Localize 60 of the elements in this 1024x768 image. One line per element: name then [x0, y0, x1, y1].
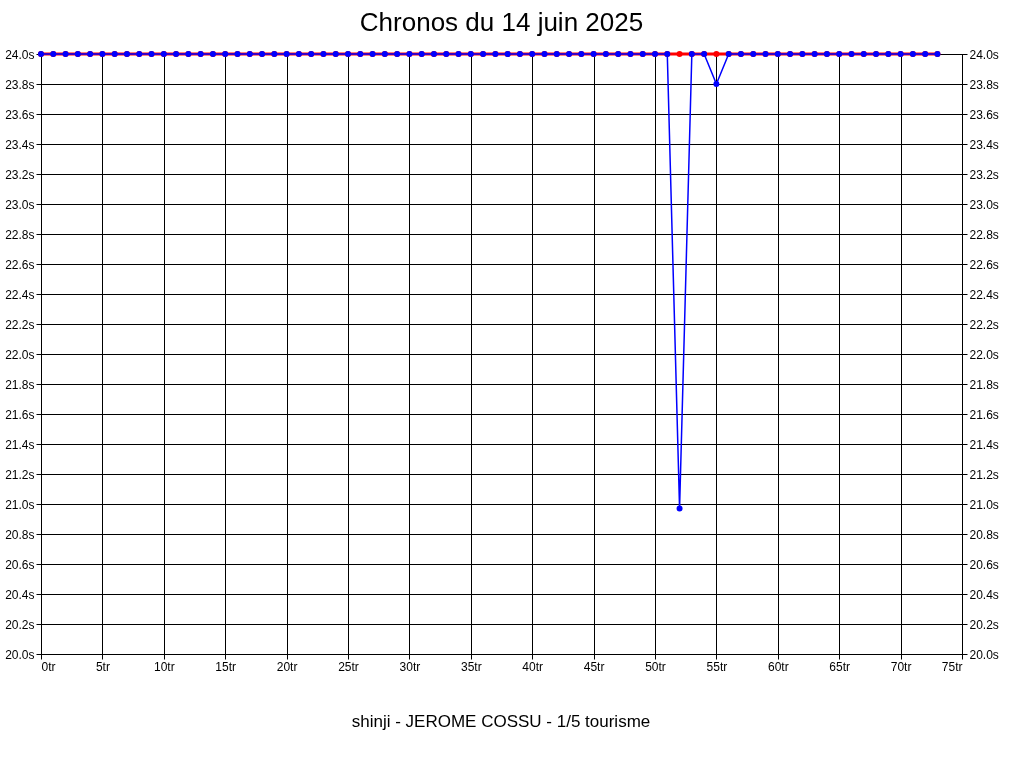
y-tick-label: 21.0s — [5, 497, 35, 512]
y-tick-label: 21.4s — [5, 437, 35, 452]
y2-tick-label: 22.2s — [969, 317, 999, 332]
y-tick-label: 22.2s — [5, 317, 35, 332]
y2-tick-label: 24.0s — [969, 47, 999, 62]
y-tick-label: 20.6s — [5, 557, 35, 572]
y2-tick-label: 21.4s — [969, 437, 999, 452]
y2-tick-label: 22.6s — [969, 257, 999, 272]
y2-tick-label: 22.4s — [969, 287, 999, 302]
x-tick-label: 35tr — [460, 659, 482, 674]
x-tick-label: 20tr — [276, 659, 298, 674]
text: shinji - JEROME COSSU - 1/5 tourisme — [351, 712, 651, 731]
x-tick-label: 70tr — [890, 659, 912, 674]
y2-tick-label: 23.4s — [969, 137, 999, 152]
y2-tick-label: 20.4s — [969, 587, 999, 602]
y2-tick-label: 23.6s — [969, 107, 999, 122]
y-tick-label: 24.0s — [5, 47, 35, 62]
y2-tick-label: 22.8s — [969, 227, 999, 242]
y-tick-label: 21.2s — [5, 467, 35, 482]
x-tick-label: 5tr — [95, 659, 110, 674]
x-tick-label: 50tr — [645, 659, 666, 674]
y2-tick-label: 21.0s — [969, 497, 999, 512]
x-tick-label: 55tr — [706, 659, 728, 674]
x-tick-label: 30tr — [399, 659, 421, 674]
y-tick-label: 20.8s — [5, 527, 35, 542]
y-tick-label: 23.0s — [5, 197, 35, 212]
y-tick-label: 20.4s — [5, 587, 35, 602]
x-tick-label: 15tr — [215, 659, 237, 674]
y2-tick-label: 23.2s — [969, 167, 999, 182]
y-tick-label: 22.6s — [5, 257, 35, 272]
y-tick-label: 22.4s — [5, 287, 35, 302]
y-tick-label: 20.0s — [5, 647, 35, 662]
chart-title: Chronos du 14 juin 2025 — [359, 7, 644, 37]
y-tick-label: 22.8s — [5, 227, 35, 242]
y-tick-label: 21.8s — [5, 377, 35, 392]
x-tick-label: 10tr — [153, 659, 175, 674]
x-tick-label: 65tr — [829, 659, 851, 674]
y2-tick-label: 20.8s — [969, 527, 999, 542]
y-tick-label: 23.2s — [5, 167, 35, 182]
y-tick-label: 21.6s — [5, 407, 35, 422]
x-tick-label: 0tr — [41, 659, 56, 674]
y2-tick-label: 23.0s — [969, 197, 999, 212]
y-tick-label: 23.4s — [5, 137, 35, 152]
y2-tick-label: 23.8s — [969, 77, 999, 92]
y2-tick-label: 20.6s — [969, 557, 999, 572]
y-tick-label: 23.6s — [5, 107, 35, 122]
x-tick-label: 75tr — [941, 659, 963, 674]
y2-tick-label: 21.6s — [969, 407, 999, 422]
x-tick-label: 25tr — [338, 659, 359, 674]
x-tick-label: 60tr — [767, 659, 789, 674]
y2-tick-label: 20.0s — [969, 647, 999, 662]
x-tick-label: 40tr — [522, 659, 544, 674]
y2-tick-label: 20.2s — [969, 617, 999, 632]
y2-tick-label: 21.2s — [969, 467, 999, 482]
y-tick-label: 23.8s — [5, 77, 35, 92]
y-tick-label: 22.0s — [5, 347, 35, 362]
x-tick-label: 45tr — [583, 659, 605, 674]
y-tick-label: 20.2s — [5, 617, 35, 632]
y2-tick-label: 22.0s — [969, 347, 999, 362]
y2-tick-label: 21.8s — [969, 377, 999, 392]
